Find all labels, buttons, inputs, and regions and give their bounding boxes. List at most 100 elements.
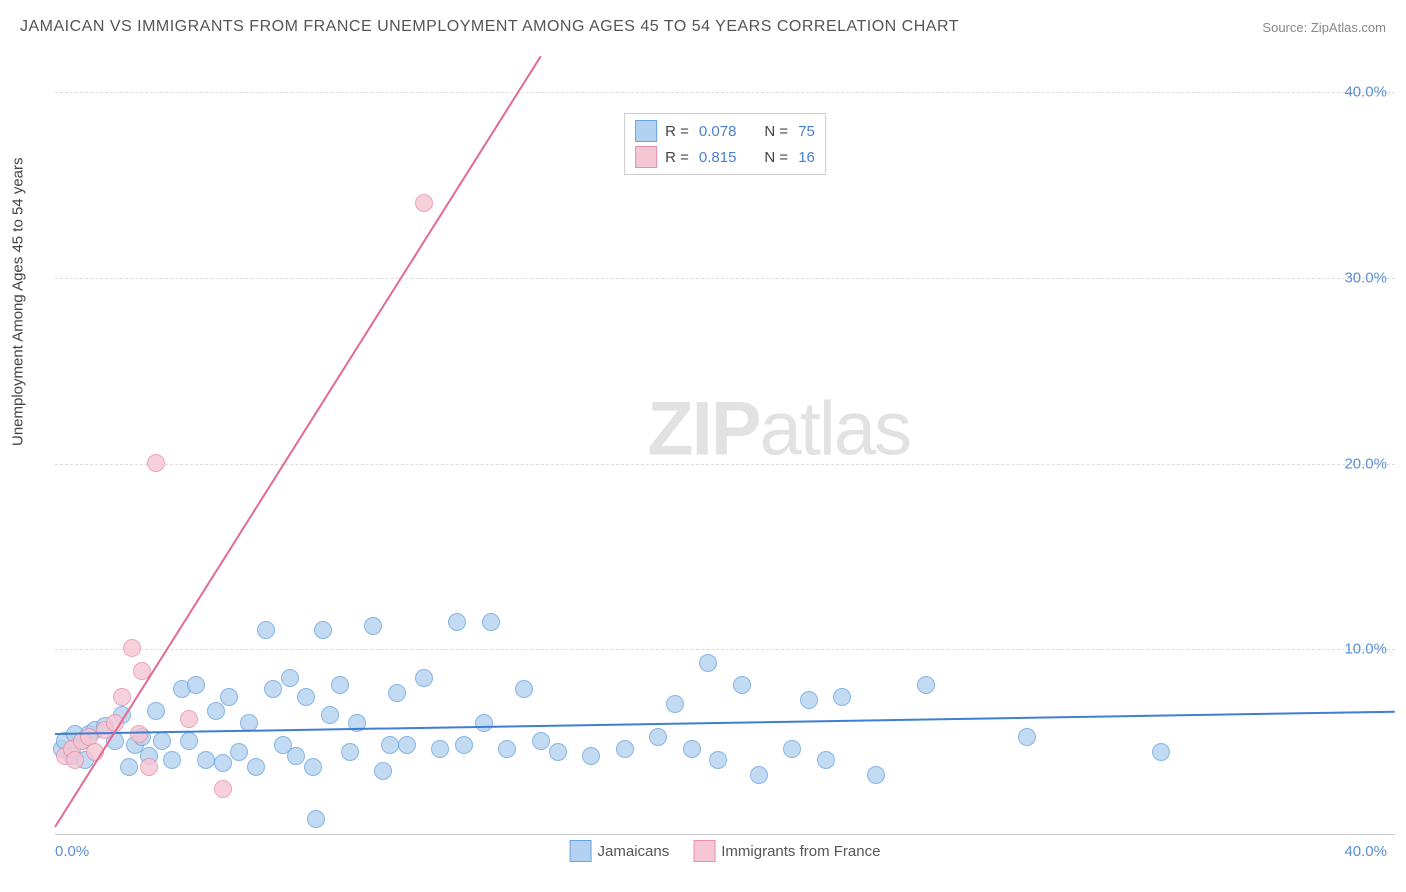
scatter-point [187, 676, 205, 694]
legend-item: Jamaicans [570, 840, 670, 862]
x-tick-max: 40.0% [1344, 843, 1387, 860]
scatter-point [281, 669, 299, 687]
scatter-point [1018, 728, 1036, 746]
scatter-point [321, 706, 339, 724]
gridline [55, 649, 1395, 650]
legend-label: Jamaicans [598, 843, 670, 860]
scatter-point [415, 194, 433, 212]
n-value: 16 [798, 149, 815, 166]
n-value: 75 [798, 123, 815, 140]
r-value: 0.815 [699, 149, 737, 166]
scatter-point [415, 669, 433, 687]
scatter-point [247, 758, 265, 776]
scatter-point [388, 684, 406, 702]
gridline [55, 278, 1395, 279]
scatter-point [917, 676, 935, 694]
scatter-point [381, 736, 399, 754]
scatter-point [220, 688, 238, 706]
scatter-point [817, 751, 835, 769]
scatter-point [709, 751, 727, 769]
scatter-point [482, 613, 500, 631]
scatter-point [123, 639, 141, 657]
scatter-point [374, 762, 392, 780]
scatter-point [867, 766, 885, 784]
scatter-point [833, 688, 851, 706]
scatter-point [733, 676, 751, 694]
n-label: N = [764, 149, 788, 166]
scatter-point [163, 751, 181, 769]
scatter-point [287, 747, 305, 765]
chart-title: JAMAICAN VS IMMIGRANTS FROM FRANCE UNEMP… [20, 18, 959, 36]
legend-swatch [635, 120, 657, 142]
chart-container: JAMAICAN VS IMMIGRANTS FROM FRANCE UNEMP… [0, 0, 1406, 892]
y-axis-title: Unemployment Among Ages 45 to 54 years [10, 157, 27, 446]
scatter-point [66, 751, 84, 769]
gridline [55, 464, 1395, 465]
scatter-point [331, 676, 349, 694]
scatter-point [214, 780, 232, 798]
scatter-point [130, 725, 148, 743]
series-legend: Jamaicans Immigrants from France [570, 840, 881, 862]
scatter-point [257, 621, 275, 639]
scatter-point [649, 728, 667, 746]
scatter-point [180, 710, 198, 728]
scatter-point [230, 743, 248, 761]
legend-item: Immigrants from France [693, 840, 880, 862]
scatter-point [197, 751, 215, 769]
r-value: 0.078 [699, 123, 737, 140]
scatter-point [750, 766, 768, 784]
scatter-point [297, 688, 315, 706]
plot-area: ZIPatlas 10.0%20.0%30.0%40.0% R =0.078N … [55, 55, 1395, 835]
scatter-point [341, 743, 359, 761]
scatter-point [475, 714, 493, 732]
scatter-point [264, 680, 282, 698]
scatter-point [532, 732, 550, 750]
scatter-point [214, 754, 232, 772]
scatter-point [616, 740, 634, 758]
legend-row: R = 0.078 N = 75 [635, 118, 815, 144]
scatter-point [1152, 743, 1170, 761]
header: JAMAICAN VS IMMIGRANTS FROM FRANCE UNEMP… [20, 18, 1386, 36]
scatter-point [549, 743, 567, 761]
source-link[interactable]: ZipAtlas.com [1311, 20, 1386, 35]
scatter-point [120, 758, 138, 776]
scatter-point [113, 688, 131, 706]
scatter-point [153, 732, 171, 750]
scatter-point [304, 758, 322, 776]
correlation-legend: R = 0.078 N = 75 R = 0.815 N = 16 [624, 113, 826, 175]
source-attribution: Source: ZipAtlas.com [1262, 20, 1386, 35]
r-label: R = [665, 149, 689, 166]
source-label: Source: [1262, 20, 1307, 35]
trend-line [54, 55, 541, 827]
scatter-point [307, 810, 325, 828]
scatter-point [683, 740, 701, 758]
n-label: N = [764, 123, 788, 140]
scatter-point [800, 691, 818, 709]
x-tick-min: 0.0% [55, 843, 89, 860]
scatter-point [783, 740, 801, 758]
scatter-point [140, 758, 158, 776]
scatter-point [666, 695, 684, 713]
y-tick-label: 10.0% [1344, 641, 1387, 658]
scatter-point [147, 454, 165, 472]
scatter-point [448, 613, 466, 631]
r-label: R = [665, 123, 689, 140]
scatter-point [582, 747, 600, 765]
legend-row: R = 0.815 N = 16 [635, 144, 815, 170]
legend-swatch [635, 146, 657, 168]
scatter-point [515, 680, 533, 698]
scatter-point [147, 702, 165, 720]
y-tick-label: 30.0% [1344, 269, 1387, 286]
scatter-point [314, 621, 332, 639]
scatter-point [699, 654, 717, 672]
scatter-point [364, 617, 382, 635]
scatter-point [431, 740, 449, 758]
legend-swatch [570, 840, 592, 862]
legend-label: Immigrants from France [721, 843, 880, 860]
scatter-point [498, 740, 516, 758]
scatter-point [180, 732, 198, 750]
scatter-point [398, 736, 416, 754]
gridline [55, 92, 1395, 93]
y-tick-label: 20.0% [1344, 455, 1387, 472]
scatter-point [207, 702, 225, 720]
